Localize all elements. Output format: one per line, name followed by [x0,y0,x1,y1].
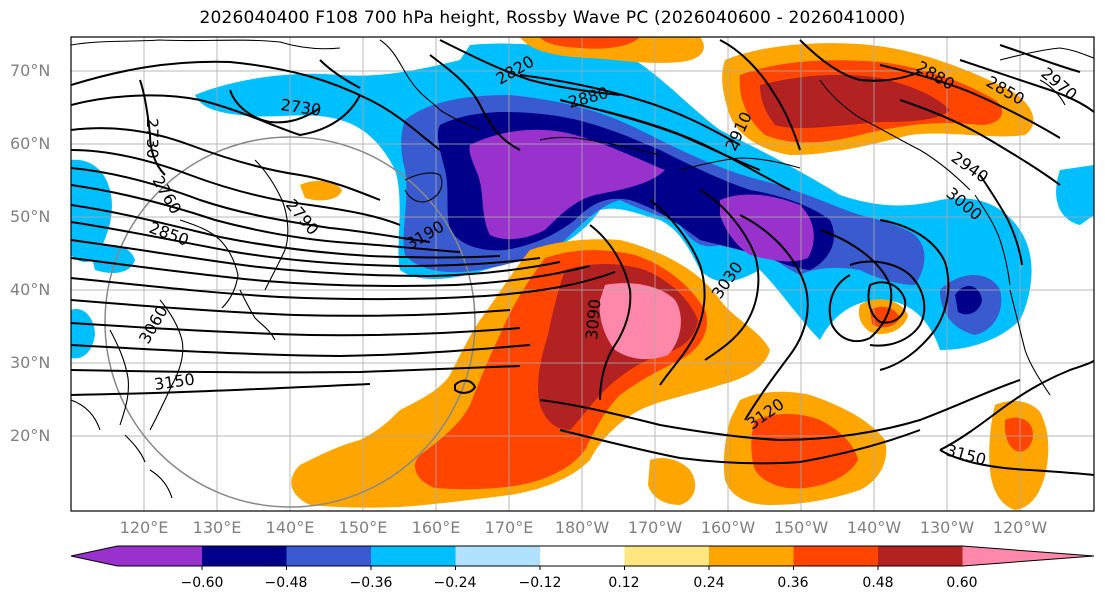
colorbar-tick-label: −0.48 [264,575,308,591]
colorbar-tick-label: −0.24 [433,575,477,591]
lon-label: 160°W [700,518,756,537]
colorbar-extend-max [962,546,1094,566]
lat-label-60n: 60°N [10,134,51,153]
colorbar-tick-label: 0.60 [946,575,978,591]
colorbar-tick-label: −0.36 [349,575,393,591]
colorbar-bin [371,546,456,566]
lat-label-20n: 20°N [10,426,51,445]
colorbar-outline [70,545,1095,567]
colorbar-bin [878,546,963,566]
lat-label-70n: 70°N [10,61,51,80]
lon-label: 160°E [411,518,461,537]
colorbar-tick-label: −0.60 [180,575,224,591]
lat-label-40n: 40°N [10,280,51,299]
height-contours [71,39,1094,476]
colorbar-tick-label: 0.48 [862,575,894,591]
lon-label: 120°E [119,518,169,537]
colorbar-bin [793,546,879,566]
lon-label: 150°E [338,518,388,537]
graticule-grid [71,37,1094,511]
colorbar-tick-label: −0.12 [518,575,562,591]
map-frame [70,36,1095,512]
map-plot-area: 2730 2730 2760 2790 2850 2820 2880 2910 … [71,37,1094,511]
lon-label: 150°W [773,518,829,537]
colorbar-bin [709,546,794,566]
map-title: 2026040400 F108 700 hPa height, Rossby W… [199,8,906,28]
colorbar-bin [286,546,372,566]
colorbar-bin [202,546,287,566]
positive-anomaly-shading [291,37,1049,510]
colorbar-extend-min [71,546,118,566]
negative-anomaly-shading [71,43,1094,359]
lon-label: 170°W [627,518,683,537]
contour-label: 3090 [582,298,604,340]
lat-label-50n: 50°N [10,207,51,226]
colorbar-tick-label: 0.24 [693,575,725,591]
colorbar-bin [540,546,625,566]
lon-label: 130°W [919,518,975,537]
lon-label: 180°W [554,518,610,537]
colorbar [70,545,1095,570]
colorbar-tick-label: 0.36 [777,575,809,591]
range-circle [104,136,476,508]
coastlines [71,39,1094,499]
lon-label: 170°E [484,518,534,537]
lon-label: 140°E [265,518,315,537]
colorbar-bin [117,546,203,566]
lon-label: 120°W [992,518,1048,537]
lat-label-30n: 30°N [10,353,51,372]
lon-label: 140°W [846,518,902,537]
colorbar-bin [455,546,541,566]
colorbar-bin [624,546,710,566]
contour-label: 2730 [143,118,162,159]
lon-label: 130°E [192,518,242,537]
colorbar-tick-label: 0.12 [608,575,640,591]
